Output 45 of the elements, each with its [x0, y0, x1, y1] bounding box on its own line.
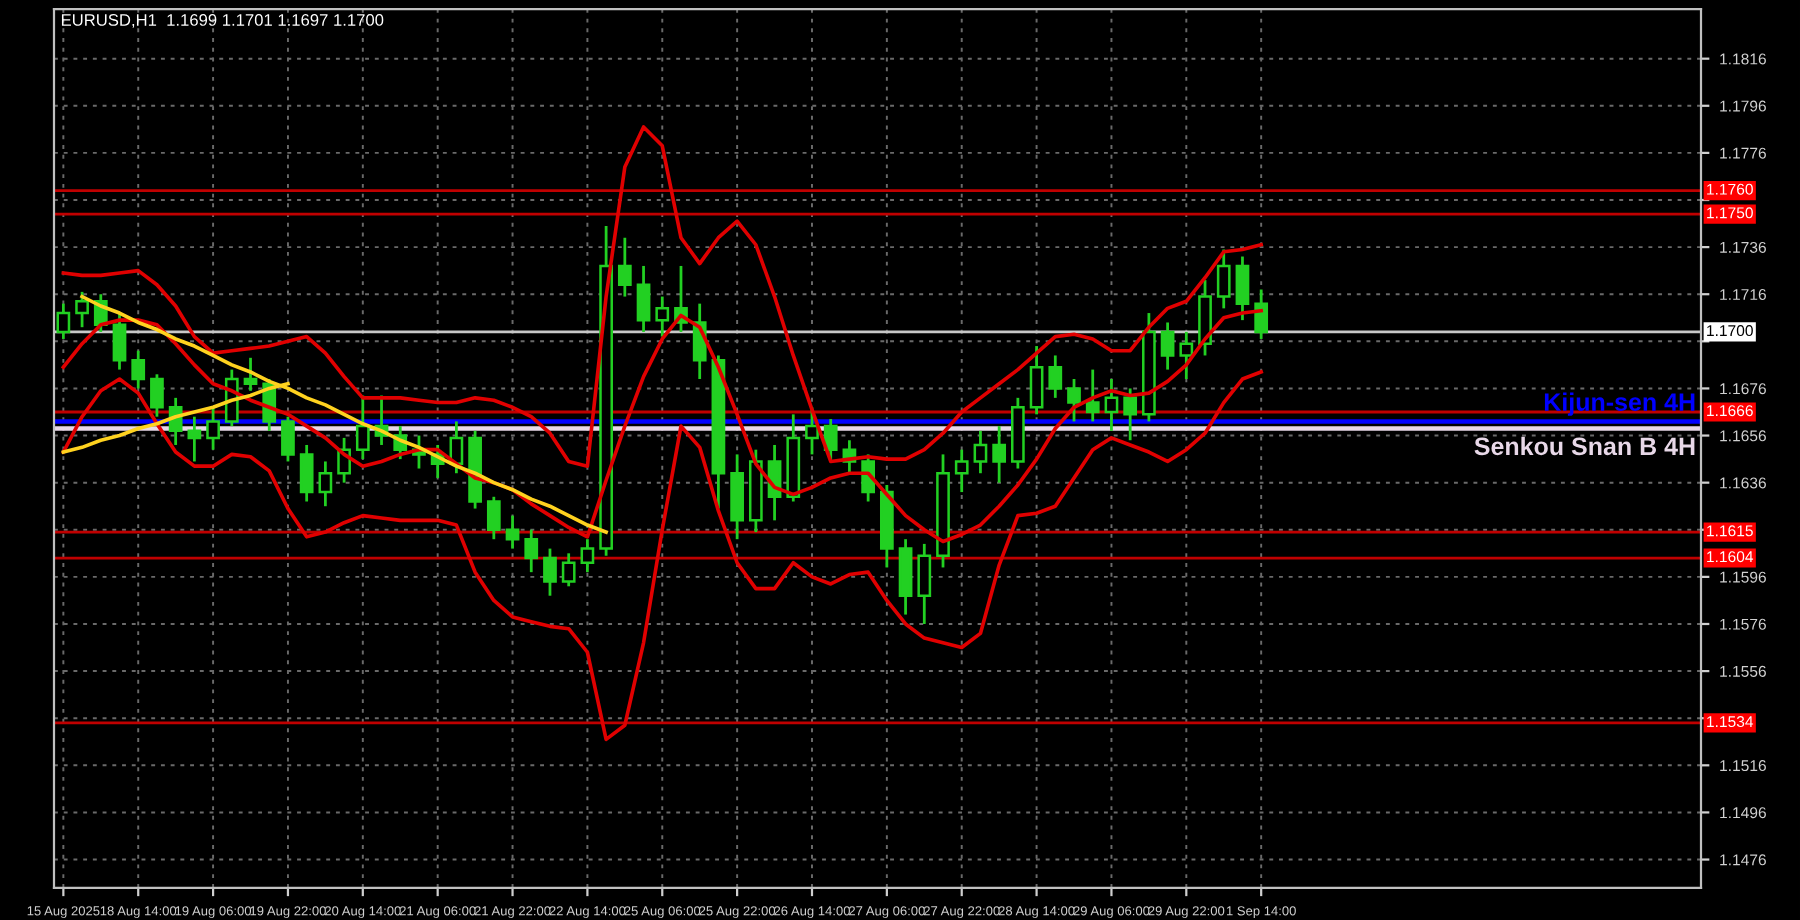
candlestick [1160, 321, 1175, 371]
candlestick [823, 417, 838, 463]
line-series [61, 125, 1263, 468]
candlestick [636, 264, 651, 334]
candlestick [75, 290, 89, 329]
candlestick [112, 311, 127, 371]
candlestick [561, 551, 576, 588]
candlestick [898, 537, 913, 616]
candlestick [150, 372, 164, 419]
candlestick [730, 453, 744, 541]
annotation: Kijun-sen 4H [1544, 392, 1695, 416]
candlestick [973, 429, 988, 475]
candlestick [580, 537, 595, 574]
candlestick [355, 394, 370, 461]
candlestick [281, 415, 295, 463]
candlestick [131, 349, 146, 390]
candlestick [318, 460, 333, 508]
candlestick [1085, 368, 1100, 423]
annotation: Senkou Snan B 4H [1474, 436, 1695, 456]
candlestick [1123, 387, 1138, 442]
candlestick [617, 236, 632, 298]
candlestick [1029, 344, 1044, 416]
candlestick [187, 415, 202, 463]
candlestick [917, 542, 932, 626]
line-series [61, 370, 1263, 742]
candlestick [1048, 354, 1063, 400]
candlestick [1179, 330, 1194, 381]
candlestick [992, 424, 1007, 485]
candlestick [1216, 248, 1231, 310]
candlestick [1235, 255, 1250, 322]
candlestick [543, 547, 557, 598]
candlestick [206, 405, 220, 452]
candlestick [505, 514, 520, 550]
candlestick [243, 356, 258, 393]
candlestick [655, 295, 670, 338]
candlestick [1254, 288, 1269, 341]
candlestick [299, 443, 314, 503]
chart-title: EURUSD,H1 1.1699 1.1701 1.1697 1.1700 [61, 14, 384, 28]
candlestick [524, 528, 539, 574]
candlestick [1104, 377, 1119, 433]
candlestick [954, 448, 969, 494]
candlestick [1198, 278, 1212, 357]
candlestick [486, 495, 501, 541]
candlestick [1067, 377, 1081, 423]
candlestick [56, 302, 71, 341]
